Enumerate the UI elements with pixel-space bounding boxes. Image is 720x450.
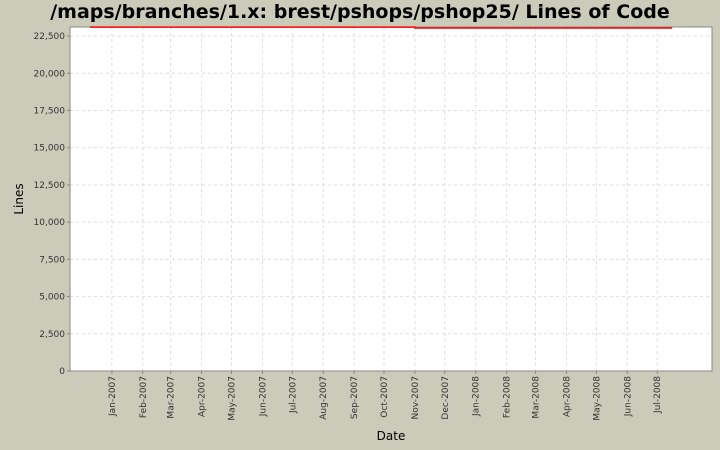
y-tick-label: 15,000 <box>34 144 66 154</box>
x-tick-label: Apr-2007 <box>198 376 208 417</box>
y-tick-label: 7,500 <box>39 255 65 265</box>
y-tick-label: 2,500 <box>39 330 65 340</box>
x-tick-label: Nov-2007 <box>411 376 421 419</box>
y-tick-label: 12,500 <box>34 181 66 191</box>
x-tick-label: Mar-2007 <box>167 376 177 419</box>
y-axis-label: Lines <box>12 183 26 214</box>
x-tick-label: Jan-2007 <box>108 376 118 417</box>
x-tick-label: Sep-2007 <box>350 376 360 419</box>
x-tick-label: Jun-2007 <box>258 376 268 417</box>
y-tick-label: 20,000 <box>34 69 66 79</box>
y-tick-label: 5,000 <box>39 293 65 303</box>
x-tick-label: Jan-2008 <box>472 376 482 417</box>
y-tick-label: 0 <box>59 367 65 377</box>
series-line <box>89 26 673 29</box>
x-tick-label: Jul-2007 <box>288 376 298 414</box>
x-tick-label: May-2007 <box>227 376 237 421</box>
y-tick-label: 22,500 <box>34 32 66 42</box>
y-tick-label: 17,500 <box>34 107 66 117</box>
x-tick-label: Jun-2008 <box>623 376 633 417</box>
x-tick-label: Apr-2008 <box>562 376 572 417</box>
plot-area <box>70 27 712 371</box>
x-axis-label: Date <box>377 429 406 443</box>
x-tick-label: Aug-2007 <box>319 376 329 420</box>
chart-title: /maps/branches/1.x: brest/pshops/pshop25… <box>50 1 670 23</box>
x-tick-label: May-2008 <box>592 376 602 421</box>
x-tick-label: Dec-2007 <box>441 376 451 420</box>
x-tick-label: Mar-2008 <box>532 376 542 419</box>
x-tick-label: Feb-2008 <box>503 376 513 418</box>
y-tick-label: 10,000 <box>34 218 66 228</box>
x-tick-label: Feb-2007 <box>139 376 149 418</box>
x-tick-label: Oct-2007 <box>380 376 390 418</box>
x-tick-label: Jul-2008 <box>653 376 663 414</box>
